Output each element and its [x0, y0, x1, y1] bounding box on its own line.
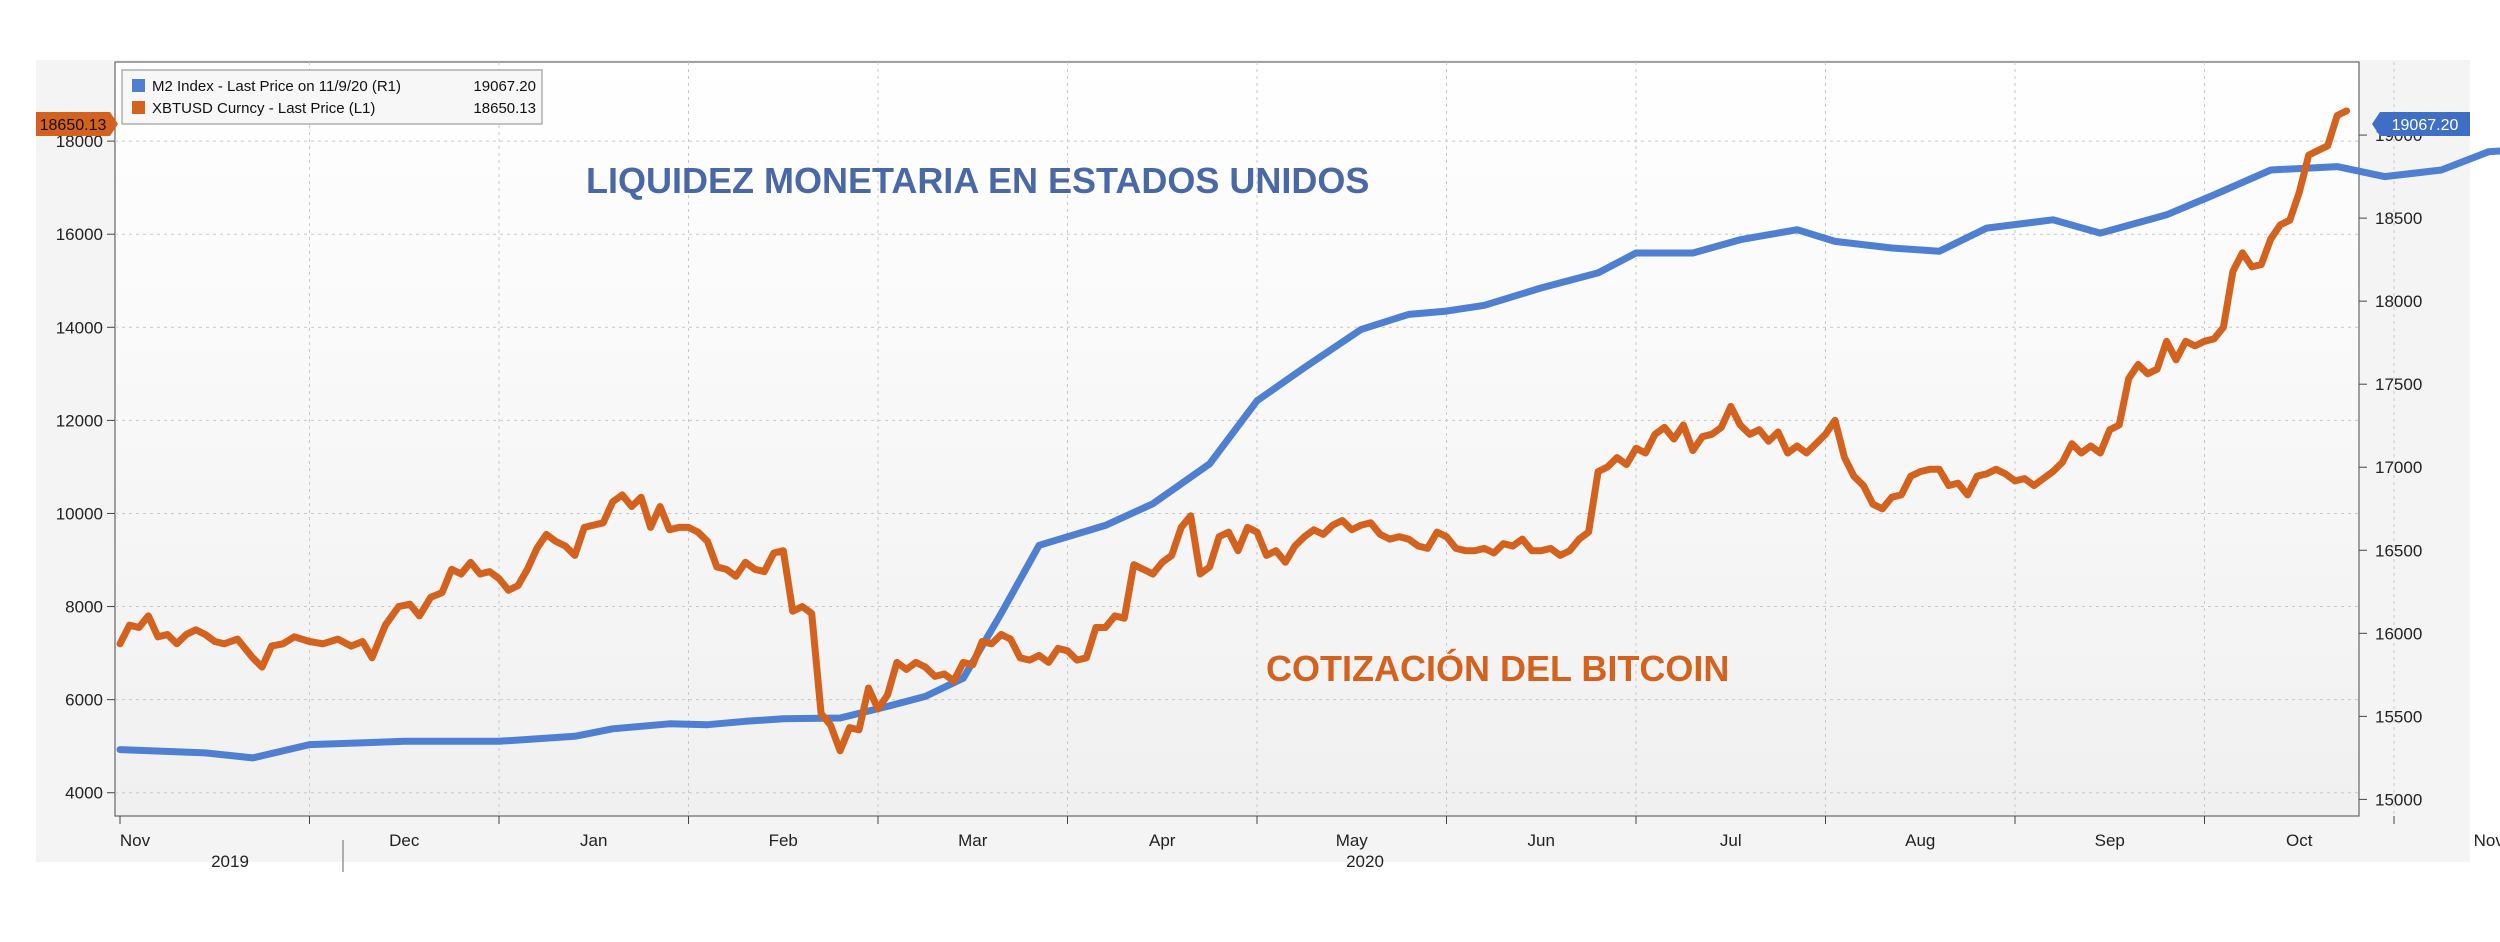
y-right-tick-label: 15500	[2375, 707, 2422, 726]
y-left-tick-label: 10000	[56, 504, 103, 523]
series-line-m2	[116, 147, 2500, 762]
legend-label-btc: XBTUSD Curncy - Last Price (L1)	[152, 100, 375, 117]
legend-swatch-m2	[132, 79, 145, 92]
badge-btc-box	[36, 112, 110, 136]
legend: M2 Index - Last Price on 11/9/20 (R1) 19…	[121, 69, 543, 125]
y-left-tick-label: 12000	[56, 411, 103, 430]
axis-ticks: 4000 6000 8000 10000 12000 14000 16000 18000 150…	[56, 126, 2500, 872]
y-left-tick-label: 14000	[56, 318, 103, 337]
x-month-label: Nov	[2474, 831, 2500, 850]
x-month-label: Nov	[120, 831, 151, 850]
x-month-label: May	[1336, 831, 1369, 850]
x-month-label: Jan	[580, 831, 607, 850]
y-left-tick-label: 8000	[65, 598, 103, 617]
plot-area	[114, 61, 2360, 817]
last-value-badge-m2: 19067.20	[2372, 112, 2470, 136]
y-right-tick-label: 17000	[2375, 458, 2422, 477]
x-month-label: Jun	[1528, 831, 1555, 850]
series-line-bitcoin	[116, 107, 2351, 755]
x-year-label: 2020	[1346, 852, 1384, 871]
y-left-tick-label: 18000	[56, 132, 103, 151]
legend-box	[121, 69, 543, 125]
y-right-tick-label: 16500	[2375, 541, 2422, 560]
chart-title: LIQUIDEZ MONETARIA EN ESTADOS UNIDOS	[586, 160, 1369, 201]
y-right-tick-label: 16000	[2375, 624, 2422, 643]
legend-value-btc: 18650.13	[473, 100, 536, 117]
y-left-tick-label: 16000	[56, 225, 103, 244]
badge-btc-pointer	[110, 112, 118, 136]
x-month-label: Mar	[958, 831, 988, 850]
y-left-tick-label: 4000	[65, 784, 103, 803]
x-month-label: Dec	[389, 831, 420, 850]
y-right-tick-label: 18500	[2375, 209, 2422, 228]
x-month-label: Aug	[1905, 831, 1935, 850]
x-month-label: Apr	[1149, 831, 1176, 850]
badge-btc-text: 18650.13	[40, 117, 107, 134]
y-left-tick-label: 6000	[65, 691, 103, 710]
badge-m2-pointer	[2372, 112, 2380, 136]
x-month-label: Feb	[769, 831, 798, 850]
x-month-label: Sep	[2095, 831, 2125, 850]
y-right-tick-label: 17500	[2375, 375, 2422, 394]
y-right-tick-label: 18000	[2375, 292, 2422, 311]
last-value-badge-btc: 18650.13	[36, 112, 118, 136]
legend-swatch-btc	[132, 101, 145, 114]
badge-m2-box	[2380, 112, 2470, 136]
bitcoin-annotation: COTIZACIÓN DEL BITCOIN	[1266, 647, 1729, 689]
y-right-tick-label: 15000	[2375, 790, 2422, 809]
series-layer	[116, 107, 2500, 762]
grid-lines	[115, 62, 2395, 816]
badge-m2-text: 19067.20	[2392, 117, 2459, 134]
x-month-label: Jul	[1720, 831, 1742, 850]
legend-label-m2: M2 Index - Last Price on 11/9/20 (R1)	[152, 78, 401, 95]
x-year-label: 2019	[211, 852, 249, 871]
x-month-label: Oct	[2286, 831, 2313, 850]
legend-value-m2: 19067.20	[473, 78, 536, 95]
